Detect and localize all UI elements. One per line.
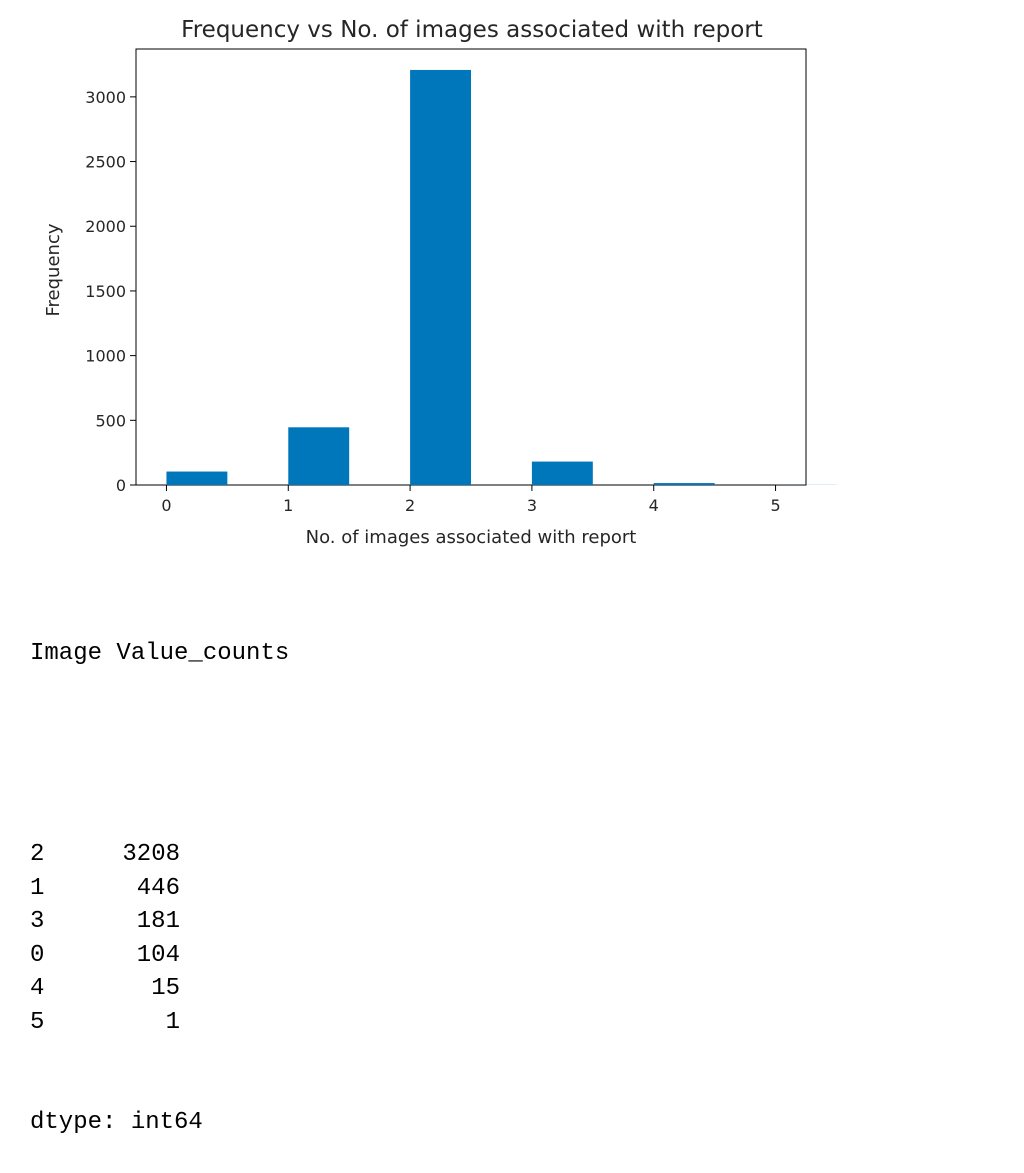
value-count-count: 15 [102,972,180,1006]
value-count-index: 4 [30,972,102,1006]
value-count-count: 181 [102,905,180,939]
value-count-index: 0 [30,939,102,973]
y-tick-label-2000: 2000 [85,217,126,236]
output-heading: Image Value_counts [30,637,289,671]
x-tick-label-4: 4 [649,496,659,515]
bars-group [166,70,836,485]
y-tick-label-2500: 2500 [85,153,126,172]
blank-line [30,738,289,772]
x-tick-label-0: 0 [161,496,171,515]
value-count-count: 3208 [102,838,180,872]
value-count-index: 5 [30,1006,102,1040]
x-tick-label-1: 1 [283,496,293,515]
y-tick-label-0: 0 [116,476,126,495]
chart-title: Frequency vs No. of images associated wi… [181,17,763,43]
bar-1 [288,427,349,485]
dtype-line: dtype: int64 [30,1106,289,1140]
value-count-index: 3 [30,905,102,939]
value-count-count: 1 [102,1006,180,1040]
bar-3 [532,462,593,485]
y-tick-label-1000: 1000 [85,347,126,366]
value-count-count: 104 [102,939,180,973]
value-count-count: 446 [102,872,180,906]
value-count-index: 2 [30,838,102,872]
y-axis-label: Frequency [43,223,64,316]
y-axis-ticks: 0 500 1000 1500 2000 2500 3000 [85,88,136,495]
histogram-figure: Frequency vs No. of images associated wi… [0,0,1024,560]
x-tick-label-5: 5 [770,496,780,515]
y-tick-label-500: 500 [95,411,126,430]
x-tick-label-3: 3 [527,496,537,515]
bar-0 [166,472,227,485]
x-axis-label: No. of images associated with report [306,527,637,548]
x-axis-ticks: 0 1 2 3 4 5 [161,485,780,515]
y-tick-label-1500: 1500 [85,282,126,301]
x-tick-label-2: 2 [405,496,415,515]
value-count-index: 1 [30,872,102,906]
y-tick-label-3000: 3000 [85,88,126,107]
bar-2 [410,70,471,485]
bar-4 [654,483,715,485]
